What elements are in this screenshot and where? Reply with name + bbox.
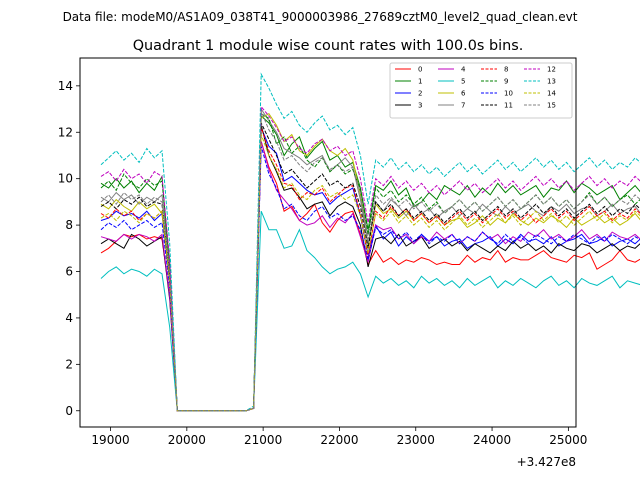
x-tick-label: 20000 bbox=[168, 433, 206, 447]
y-tick-label: 0 bbox=[65, 404, 73, 418]
x-tick-label: 19000 bbox=[91, 433, 129, 447]
legend-label-1: 1 bbox=[418, 78, 422, 86]
legend-label-15: 15 bbox=[547, 102, 556, 110]
axes-layer: 19000 20000 21000 22000 23000 24000 25000 0 2 4 6 8… bbox=[58, 79, 588, 447]
legend-label-14: 14 bbox=[547, 90, 556, 98]
legend-label-4: 4 bbox=[461, 66, 466, 74]
series-line-14 bbox=[100, 134, 640, 412]
legend-label-8: 8 bbox=[504, 66, 508, 74]
x-tick-label: 24000 bbox=[473, 433, 511, 447]
legend-label-11: 11 bbox=[504, 102, 513, 110]
figure-suptitle: Data file: modeM0/AS1A09_038T41_90000039… bbox=[63, 10, 578, 24]
legend-label-7: 7 bbox=[461, 102, 465, 110]
legend-label-3: 3 bbox=[418, 102, 422, 110]
x-tick-label: 25000 bbox=[549, 433, 587, 447]
legend-label-12: 12 bbox=[547, 66, 556, 74]
legend-box bbox=[389, 62, 573, 119]
plot-frame bbox=[79, 57, 577, 428]
chart-title: Quadrant 1 module wise count rates with … bbox=[133, 38, 524, 54]
x-tick-label: 23000 bbox=[397, 433, 435, 447]
legend-label-10: 10 bbox=[504, 90, 513, 98]
y-tick-label: 8 bbox=[65, 218, 73, 232]
y-tick-label: 4 bbox=[65, 311, 73, 325]
y-tick-label: 10 bbox=[58, 172, 73, 186]
legend-label-0: 0 bbox=[418, 66, 422, 74]
y-tick-label: 14 bbox=[58, 79, 73, 93]
x-offset-label: +3.427e8 bbox=[517, 455, 576, 469]
y-tick-label: 6 bbox=[65, 265, 73, 279]
y-tick-label: 12 bbox=[58, 125, 73, 139]
x-tick-label: 21000 bbox=[244, 433, 282, 447]
legend-label-9: 9 bbox=[504, 78, 508, 86]
legend-label-13: 13 bbox=[547, 78, 556, 86]
legend-label-6: 6 bbox=[461, 90, 466, 98]
series-line-15 bbox=[100, 111, 640, 412]
y-tick-label: 2 bbox=[65, 357, 73, 371]
legend-label-5: 5 bbox=[461, 78, 465, 86]
x-tick-label: 22000 bbox=[320, 433, 358, 447]
series-layer bbox=[100, 72, 640, 412]
legend-label-2: 2 bbox=[418, 90, 422, 98]
